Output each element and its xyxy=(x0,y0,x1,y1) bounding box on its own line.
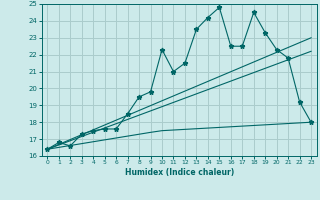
X-axis label: Humidex (Indice chaleur): Humidex (Indice chaleur) xyxy=(124,168,234,177)
